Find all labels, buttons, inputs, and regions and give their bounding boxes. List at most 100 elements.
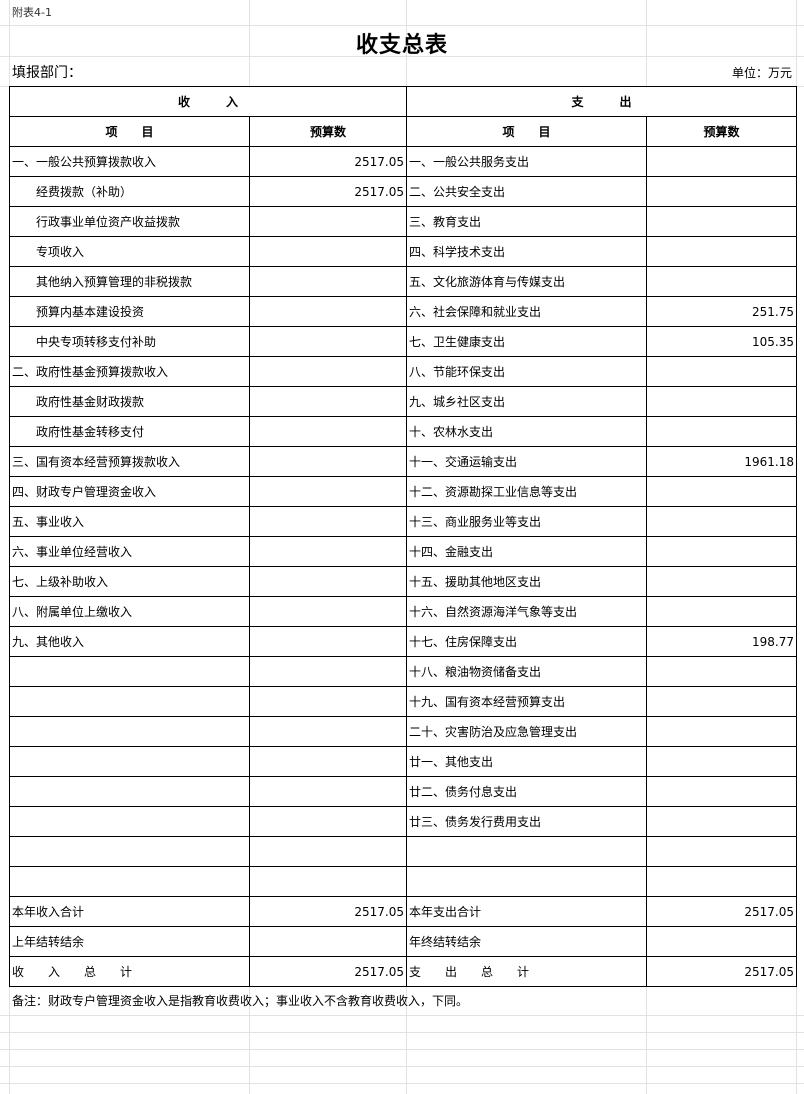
expense-budget-cell[interactable]	[646, 596, 797, 627]
income-item-cell[interactable]	[9, 836, 250, 867]
income-item-cell[interactable]: 八、附属单位上缴收入	[9, 596, 250, 627]
expense-budget-cell[interactable]	[646, 716, 797, 747]
income-header[interactable]: 收 入	[9, 86, 407, 117]
expense-item-cell[interactable]: 七、卫生健康支出	[406, 326, 647, 357]
expense-item-cell[interactable]: 六、社会保障和就业支出	[406, 296, 647, 327]
income-budget-cell[interactable]: 2517.05	[249, 896, 407, 927]
expense-budget-cell[interactable]	[646, 416, 797, 447]
income-item-cell[interactable]: 经费拨款（补助）	[9, 176, 250, 207]
expense-item-header[interactable]: 项 目	[406, 116, 647, 147]
income-item-cell[interactable]: 收 入 总 计	[9, 956, 250, 987]
income-item-cell[interactable]	[9, 686, 250, 717]
income-budget-cell[interactable]	[249, 806, 407, 837]
income-item-cell[interactable]: 政府性基金财政拨款	[9, 386, 250, 417]
expense-budget-cell[interactable]	[646, 236, 797, 267]
income-budget-cell[interactable]: 2517.05	[249, 956, 407, 987]
expense-item-cell[interactable]: 十一、交通运输支出	[406, 446, 647, 477]
expense-item-cell[interactable]: 十九、国有资本经营预算支出	[406, 686, 647, 717]
expense-item-cell[interactable]: 九、城乡社区支出	[406, 386, 647, 417]
expense-item-cell[interactable]: 十五、援助其他地区支出	[406, 566, 647, 597]
expense-budget-cell[interactable]	[646, 776, 797, 807]
expense-budget-cell[interactable]	[646, 176, 797, 207]
expense-budget-cell[interactable]: 251.75	[646, 296, 797, 327]
income-item-cell[interactable]	[9, 866, 250, 897]
income-item-cell[interactable]: 六、事业单位经营收入	[9, 536, 250, 567]
income-budget-cell[interactable]	[249, 776, 407, 807]
income-item-cell[interactable]: 九、其他收入	[9, 626, 250, 657]
income-budget-header[interactable]: 预算数	[249, 116, 407, 147]
expense-item-cell[interactable]: 廿二、债务付息支出	[406, 776, 647, 807]
income-budget-cell[interactable]	[249, 746, 407, 777]
expense-budget-cell[interactable]: 2517.05	[646, 956, 797, 987]
income-budget-cell[interactable]	[249, 356, 407, 387]
income-budget-cell[interactable]	[249, 626, 407, 657]
expense-item-cell[interactable]: 二十、灾害防治及应急管理支出	[406, 716, 647, 747]
expense-budget-cell[interactable]	[646, 476, 797, 507]
expense-item-cell[interactable]: 本年支出合计	[406, 896, 647, 927]
expense-budget-cell[interactable]	[646, 266, 797, 297]
income-item-cell[interactable]: 一、一般公共预算拨款收入	[9, 146, 250, 177]
income-budget-cell[interactable]	[249, 326, 407, 357]
expense-budget-cell[interactable]: 1961.18	[646, 446, 797, 477]
expense-budget-header[interactable]: 预算数	[646, 116, 797, 147]
expense-budget-cell[interactable]: 105.35	[646, 326, 797, 357]
expense-budget-cell[interactable]	[646, 386, 797, 417]
income-budget-cell[interactable]	[249, 446, 407, 477]
expense-item-cell[interactable]: 二、公共安全支出	[406, 176, 647, 207]
income-item-cell[interactable]: 三、国有资本经营预算拨款收入	[9, 446, 250, 477]
expense-budget-cell[interactable]	[646, 566, 797, 597]
expense-item-cell[interactable]: 八、节能环保支出	[406, 356, 647, 387]
income-budget-cell[interactable]	[249, 386, 407, 417]
income-item-cell[interactable]: 中央专项转移支付补助	[9, 326, 250, 357]
expense-item-cell[interactable]: 支 出 总 计	[406, 956, 647, 987]
income-item-cell[interactable]: 预算内基本建设投资	[9, 296, 250, 327]
income-budget-cell[interactable]	[249, 536, 407, 567]
expense-item-cell[interactable]: 十七、住房保障支出	[406, 626, 647, 657]
income-budget-cell[interactable]	[249, 926, 407, 957]
income-budget-cell[interactable]	[249, 506, 407, 537]
expense-item-cell[interactable]: 廿三、债务发行费用支出	[406, 806, 647, 837]
income-item-cell[interactable]: 行政事业单位资产收益拨款	[9, 206, 250, 237]
expense-budget-cell[interactable]	[646, 536, 797, 567]
income-item-cell[interactable]	[9, 656, 250, 687]
income-item-cell[interactable]: 七、上级补助收入	[9, 566, 250, 597]
expense-item-cell[interactable]: 一、一般公共服务支出	[406, 146, 647, 177]
expense-budget-cell[interactable]	[646, 656, 797, 687]
income-item-cell[interactable]: 其他纳入预算管理的非税拨款	[9, 266, 250, 297]
income-item-header[interactable]: 项 目	[9, 116, 250, 147]
expense-budget-cell[interactable]	[646, 806, 797, 837]
income-item-cell[interactable]: 专项收入	[9, 236, 250, 267]
expense-item-cell[interactable]: 十、农林水支出	[406, 416, 647, 447]
expense-budget-cell[interactable]	[646, 146, 797, 177]
expense-budget-cell[interactable]	[646, 206, 797, 237]
income-item-cell[interactable]: 五、事业收入	[9, 506, 250, 537]
income-budget-cell[interactable]	[249, 476, 407, 507]
expense-budget-cell[interactable]	[646, 866, 797, 897]
expense-header[interactable]: 支 出	[406, 86, 797, 117]
income-budget-cell[interactable]	[249, 656, 407, 687]
expense-item-cell[interactable]: 三、教育支出	[406, 206, 647, 237]
expense-budget-cell[interactable]	[646, 686, 797, 717]
expense-budget-cell[interactable]	[646, 926, 797, 957]
expense-budget-cell[interactable]	[646, 356, 797, 387]
expense-item-cell[interactable]	[406, 866, 647, 897]
expense-budget-cell[interactable]	[646, 836, 797, 867]
income-budget-cell[interactable]	[249, 266, 407, 297]
expense-item-cell[interactable]: 十六、自然资源海洋气象等支出	[406, 596, 647, 627]
expense-budget-cell[interactable]: 198.77	[646, 626, 797, 657]
income-budget-cell[interactable]: 2517.05	[249, 146, 407, 177]
income-item-cell[interactable]: 本年收入合计	[9, 896, 250, 927]
income-item-cell[interactable]	[9, 776, 250, 807]
income-item-cell[interactable]	[9, 716, 250, 747]
income-budget-cell[interactable]	[249, 716, 407, 747]
expense-item-cell[interactable]: 十八、粮油物资储备支出	[406, 656, 647, 687]
income-budget-cell[interactable]	[249, 686, 407, 717]
income-budget-cell[interactable]	[249, 866, 407, 897]
income-budget-cell[interactable]	[249, 236, 407, 267]
expense-item-cell[interactable]: 十三、商业服务业等支出	[406, 506, 647, 537]
expense-budget-cell[interactable]	[646, 746, 797, 777]
expense-item-cell[interactable]: 十四、金融支出	[406, 536, 647, 567]
expense-item-cell[interactable]: 廿一、其他支出	[406, 746, 647, 777]
expense-item-cell[interactable]: 十二、资源勘探工业信息等支出	[406, 476, 647, 507]
income-item-cell[interactable]: 政府性基金转移支付	[9, 416, 250, 447]
